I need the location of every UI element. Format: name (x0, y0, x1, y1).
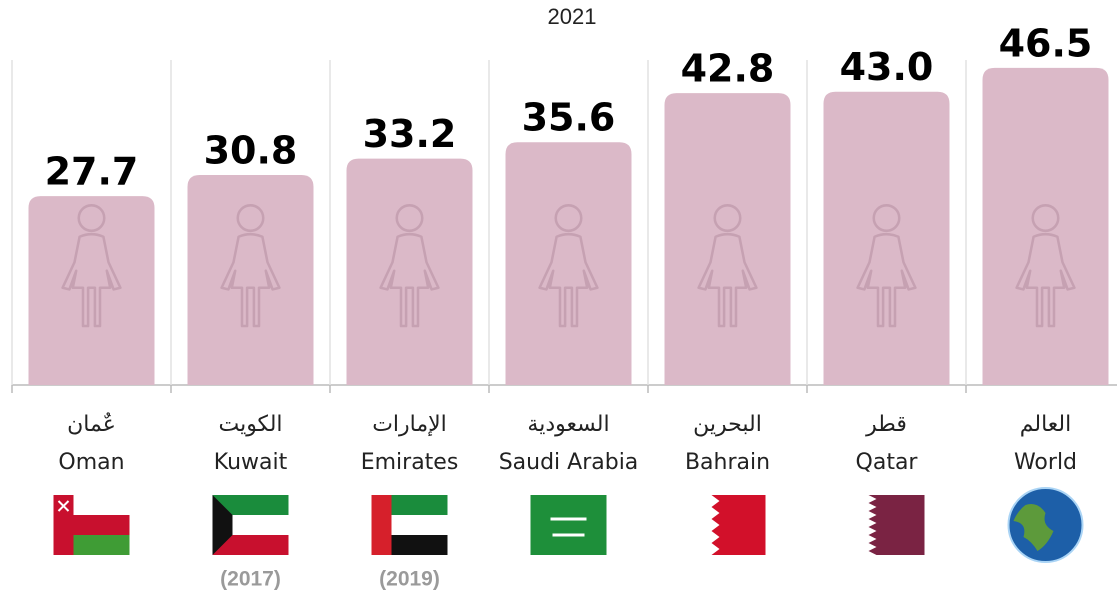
bar (29, 196, 155, 385)
category-label-ar: العالم (1020, 412, 1071, 437)
category-label-ar: قطر (865, 412, 907, 437)
note: (2017) (220, 568, 281, 591)
flag (54, 495, 130, 555)
category-label-ar: عٌمان (67, 412, 116, 437)
bar (824, 92, 950, 385)
flag-part (531, 495, 607, 555)
flag (1009, 488, 1083, 562)
category-label-ar: البحرين (693, 412, 762, 437)
bar (665, 93, 791, 385)
flag (372, 495, 448, 555)
category-label: Saudi Arabia (499, 450, 639, 475)
flag (849, 495, 925, 555)
flag-part (74, 495, 130, 515)
value-label: 46.5 (999, 21, 1093, 65)
bar (983, 68, 1109, 385)
flag (213, 495, 289, 555)
flag-part (372, 495, 392, 555)
bar (347, 159, 473, 385)
chart-title: 2021 (548, 4, 597, 29)
chart: 2021 27.7 عٌمان Oman 30.8 الكويت Kuwait (2017)… (0, 0, 1117, 607)
value-label: 27.7 (45, 150, 139, 194)
value-label: 30.8 (204, 128, 298, 172)
value-label: 33.2 (363, 112, 457, 156)
value-label: 43.0 (840, 45, 934, 89)
category-label: Oman (58, 450, 124, 475)
category-label: World (1014, 450, 1077, 475)
flag-part (74, 535, 130, 555)
category-label: Emirates (361, 450, 459, 475)
value-label: 42.8 (681, 47, 775, 91)
note: (2019) (379, 568, 440, 591)
category-label: Kuwait (214, 450, 288, 475)
bar (506, 142, 632, 385)
category-label-ar: الكويت (218, 412, 282, 437)
category-label: Qatar (856, 450, 919, 475)
value-label: 35.6 (522, 96, 616, 140)
category-label-ar: السعودية (527, 412, 609, 437)
flag (531, 495, 607, 555)
flag-part (690, 495, 720, 555)
flag (690, 495, 766, 555)
category-label-ar: الإمارات (372, 412, 447, 437)
category-label: Bahrain (685, 450, 770, 475)
